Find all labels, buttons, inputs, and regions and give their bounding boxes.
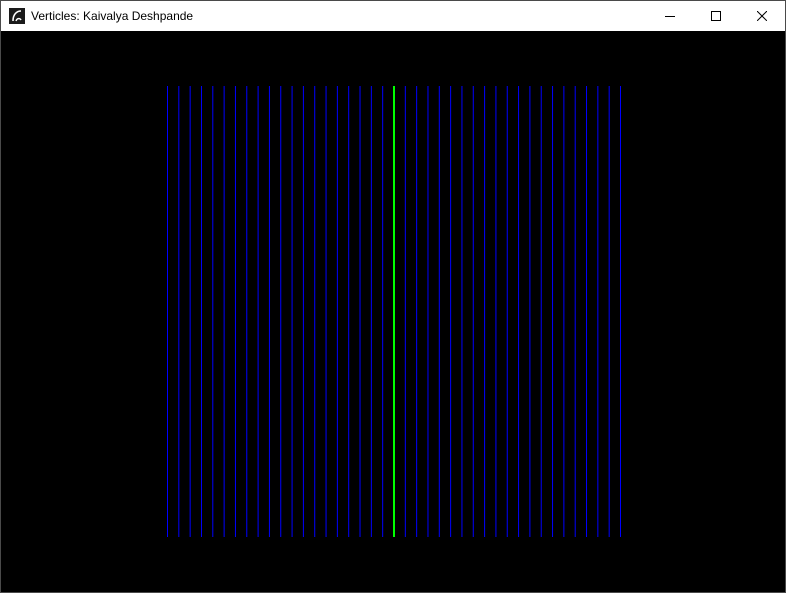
title-bar[interactable]: Verticles: Kaivalya Deshpande	[1, 1, 785, 31]
maximize-icon	[711, 11, 721, 21]
close-button[interactable]	[739, 1, 785, 31]
minimize-button[interactable]	[647, 1, 693, 31]
close-icon	[757, 11, 767, 21]
minimize-icon	[665, 11, 675, 21]
window-title: Verticles: Kaivalya Deshpande	[31, 9, 194, 23]
drawing-canvas[interactable]	[1, 31, 785, 592]
app-icon	[9, 8, 25, 24]
lines-surface	[167, 86, 621, 537]
maximize-button[interactable]	[693, 1, 739, 31]
